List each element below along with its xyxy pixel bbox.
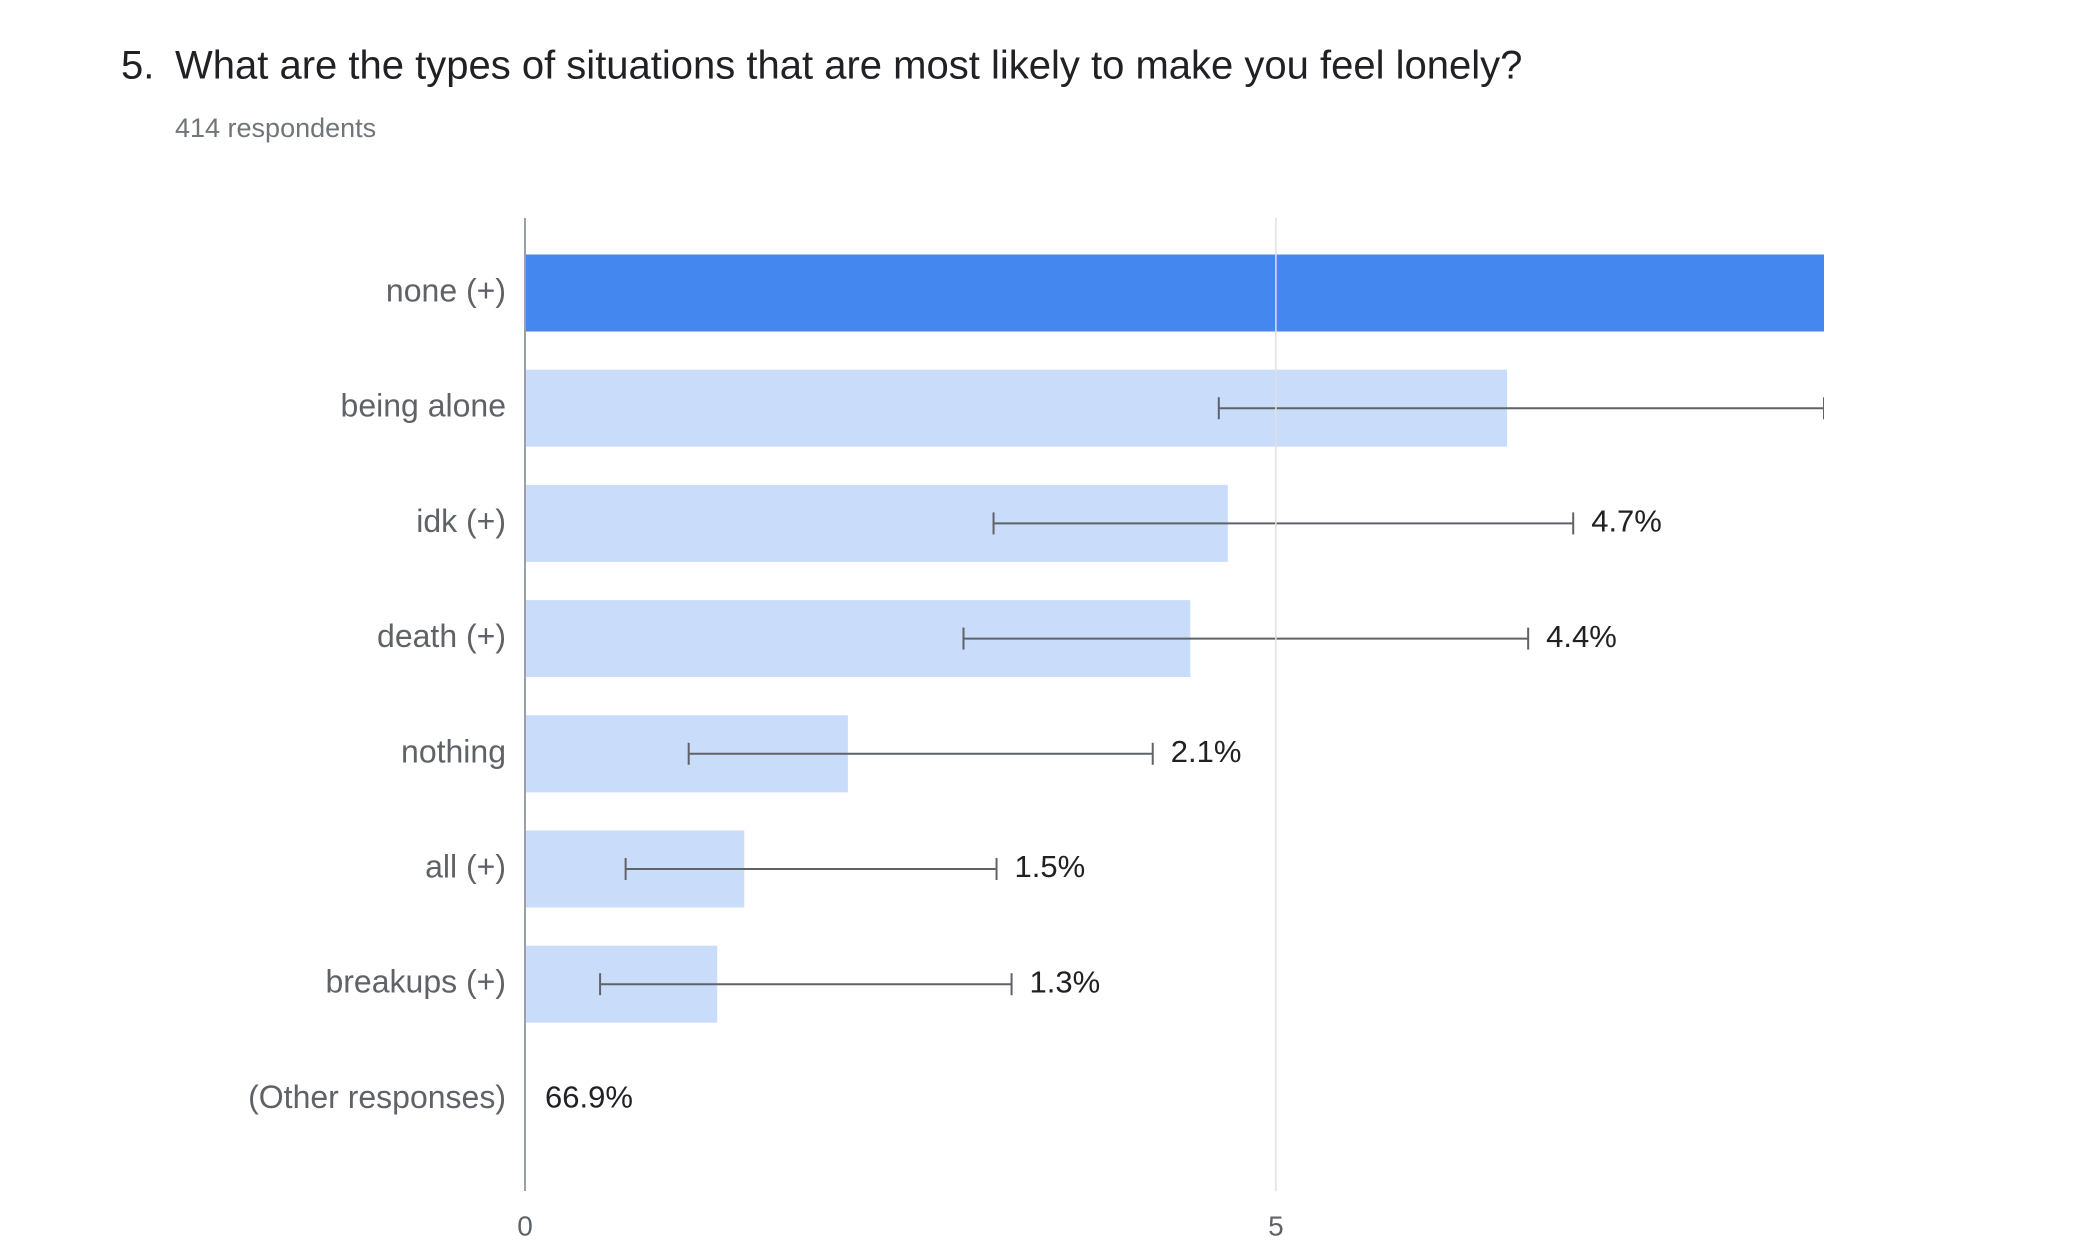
plot-area (525, 254, 2100, 1138)
error-bar (624, 858, 998, 880)
value-label: 1.3% (1030, 964, 1101, 999)
value-label: 4.7% (1591, 504, 1662, 539)
y-tick-label: all (+) (425, 848, 506, 884)
y-tick-label: death (+) (377, 618, 506, 654)
question-number: 5. (121, 44, 154, 88)
bar (525, 254, 1824, 332)
x-tick-label: 5 (1268, 1210, 1284, 1241)
y-tick-label: (Other responses) (248, 1079, 506, 1115)
chart-title: What are the types of situations that ar… (175, 44, 1522, 88)
value-label: 4.4% (1546, 619, 1617, 654)
y-tick-label: being alone (341, 388, 506, 424)
error-bar (962, 627, 1530, 650)
error-bar (599, 973, 1013, 996)
bar (525, 1061, 2100, 1138)
y-tick-label: none (+) (386, 272, 506, 308)
chart-subtitle: 414 respondents (175, 113, 376, 143)
y-tick-label: idk (+) (416, 503, 506, 539)
error-bar (687, 742, 1154, 765)
y-tick-label: nothing (401, 733, 506, 769)
error-bar (1217, 397, 1824, 420)
value-label: 1.5% (1015, 849, 1086, 884)
x-tick-label: 0 (517, 1210, 533, 1241)
error-bar (992, 512, 1575, 535)
value-label: 66.9% (545, 1080, 633, 1115)
value-label: 2.1% (1171, 734, 1242, 769)
y-tick-label: breakups (+) (325, 964, 506, 1000)
